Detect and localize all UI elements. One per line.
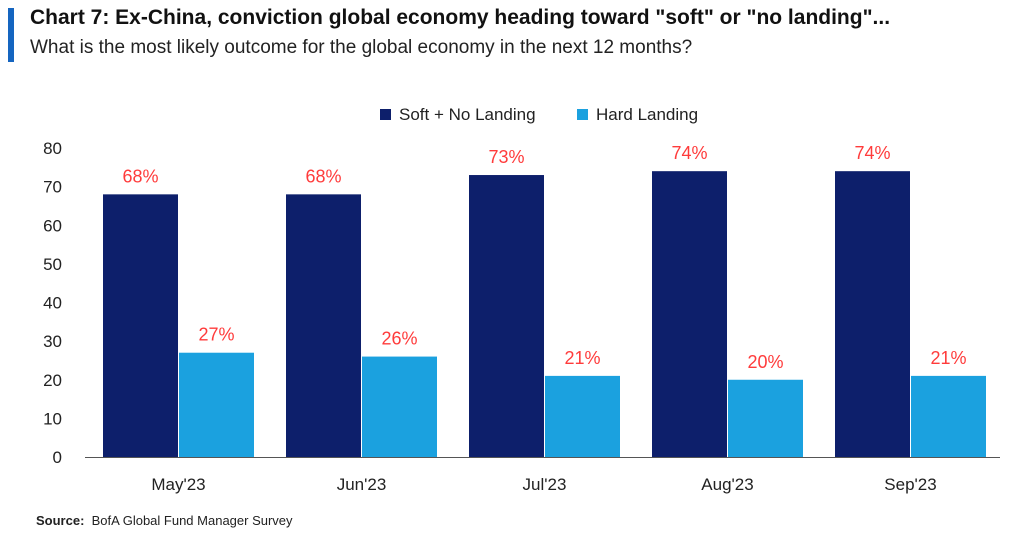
data-label: 20% <box>747 352 783 372</box>
data-label: 27% <box>198 325 234 345</box>
data-label: 68% <box>122 166 158 186</box>
bar-soft-no-landing <box>835 171 910 458</box>
legend-swatch-hard-landing <box>577 109 588 120</box>
y-tick-label: 80 <box>43 139 62 158</box>
data-label: 21% <box>564 348 600 368</box>
bar-soft-no-landing <box>103 194 178 457</box>
y-tick-label: 30 <box>43 332 62 351</box>
source-note: Source: BofA Global Fund Manager Survey <box>36 513 293 528</box>
legend-swatch-soft-no-landing <box>380 109 391 120</box>
data-label: 26% <box>381 329 417 349</box>
y-tick-label: 0 <box>53 448 62 467</box>
data-label: 74% <box>671 143 707 163</box>
y-tick-label: 60 <box>43 216 62 235</box>
x-tick-label: May'23 <box>151 475 205 494</box>
bar-soft-no-landing <box>286 194 361 457</box>
bar-soft-no-landing <box>652 171 727 458</box>
legend-label-soft-no-landing: Soft + No Landing <box>399 105 536 124</box>
x-tick-label: Sep'23 <box>884 475 936 494</box>
bar-soft-no-landing <box>469 175 544 457</box>
legend-label-hard-landing: Hard Landing <box>596 105 698 124</box>
x-tick-label: Aug'23 <box>701 475 753 494</box>
source-label: Source: <box>36 513 85 528</box>
data-label: 73% <box>488 147 524 167</box>
y-tick-label: 50 <box>43 255 62 274</box>
bar-hard-landing <box>728 379 803 457</box>
y-tick-label: 10 <box>43 409 62 428</box>
y-tick-label: 70 <box>43 178 62 197</box>
x-tick-label: Jul'23 <box>523 475 567 494</box>
bar-hard-landing <box>911 375 986 457</box>
data-label: 68% <box>305 166 341 186</box>
chart-title: Chart 7: Ex-China, conviction global eco… <box>30 6 891 29</box>
title-accent-bar <box>8 8 14 62</box>
data-label: 21% <box>930 348 966 368</box>
source-text: BofA Global Fund Manager Survey <box>91 513 293 528</box>
x-tick-label: Jun'23 <box>337 475 387 494</box>
y-tick-label: 20 <box>43 371 62 390</box>
y-tick-label: 40 <box>43 294 62 313</box>
data-label: 74% <box>854 143 890 163</box>
chart-subtitle: What is the most likely outcome for the … <box>30 37 693 58</box>
bar-hard-landing <box>545 375 620 457</box>
bar-hard-landing <box>362 356 437 457</box>
bar-hard-landing <box>179 352 254 457</box>
